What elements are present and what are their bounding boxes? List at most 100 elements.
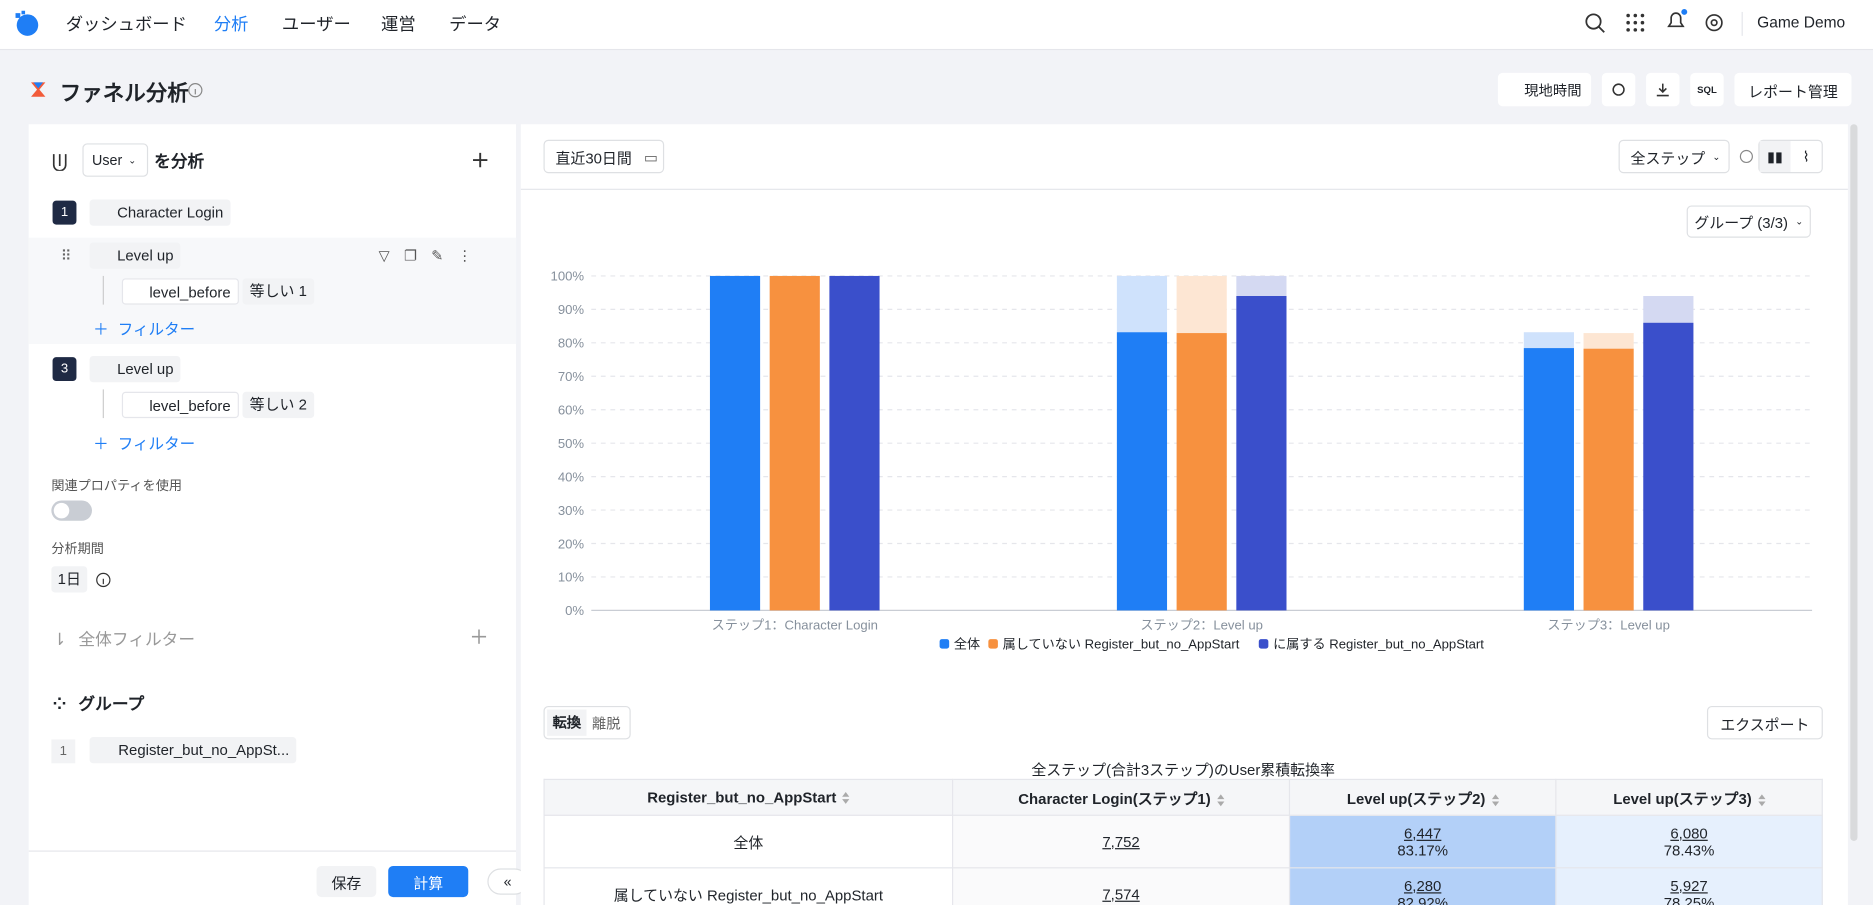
nav-item[interactable]: データ <box>449 15 502 35</box>
date-label: 直近30日間 <box>555 149 632 167</box>
account-name[interactable]: Game Demo <box>1757 13 1846 32</box>
step-select-label: 全ステップ <box>1630 149 1706 167</box>
refresh-button[interactable] <box>1601 72 1636 107</box>
group-select-label: グループ (3/3) <box>1694 215 1789 232</box>
add-global-filter[interactable] <box>471 629 487 644</box>
drag-handle[interactable]: ⠿ <box>60 247 72 264</box>
step-actions[interactable]: ▽❐✎⋮ <box>378 247 487 264</box>
count-link[interactable]: 6,080 <box>1670 824 1708 842</box>
nav-item[interactable]: 分析 <box>213 15 249 35</box>
add-filter[interactable]: ＋ フィルター <box>93 320 196 339</box>
legend-swatch <box>1258 639 1269 649</box>
export-button[interactable]: エクスポート <box>1706 705 1823 740</box>
header-label: Register_but_no_AppStart <box>647 788 837 806</box>
sort-icon[interactable] <box>1757 794 1765 806</box>
funnel-chart: 0% 10% 20% 30% 40% 50% 60% 70% 80% 90% 100% ステップ1：C… <box>551 269 1813 652</box>
y-tick-label: 70% <box>558 369 585 384</box>
view-tabs: 転換 離脱 <box>543 705 631 740</box>
add-filter[interactable]: ＋ フィルター <box>93 434 196 453</box>
step-event[interactable]: Level up <box>89 355 181 383</box>
dropoff-bar <box>1583 333 1634 349</box>
operator: 等しい <box>249 396 295 414</box>
rate: 78.25% <box>1663 894 1715 905</box>
group-title-label: グループ <box>78 694 145 714</box>
bell-icon[interactable] <box>1664 7 1690 33</box>
rate: 83.17% <box>1397 841 1449 859</box>
bar <box>1643 322 1694 611</box>
count-link[interactable]: 7,752 <box>1102 833 1140 850</box>
group-cell: 全体 <box>543 814 954 869</box>
bar <box>1523 348 1574 611</box>
download-button[interactable] <box>1646 72 1680 107</box>
add-filter-label: フィルター <box>117 320 196 339</box>
filter-operator[interactable]: 等しい 1 <box>242 278 315 305</box>
count-link[interactable]: 7,574 <box>1102 885 1140 903</box>
group-select[interactable]: グループ (3/3) ⌄ <box>1686 205 1811 238</box>
count-link[interactable]: 6,447 <box>1403 824 1442 842</box>
y-tick-label: 40% <box>558 469 585 484</box>
legend-swatch <box>939 639 950 649</box>
save-button[interactable]: 保存 <box>316 866 377 898</box>
sort-icon[interactable] <box>1216 794 1224 806</box>
chart-switch: ▮▮ ⌇ <box>1758 139 1823 174</box>
table-row: 全体 7,752 6,447 83.17% 6,080 78.43% <box>543 814 1823 869</box>
count-cell: 7,574 <box>952 867 1291 905</box>
global-filter[interactable]: ⇂ 全体フィルター <box>52 629 196 649</box>
sort-icon[interactable] <box>1491 794 1499 806</box>
dropoff-bar <box>1116 275 1168 333</box>
dropoff-bar <box>1236 275 1287 297</box>
local-time-button[interactable]: 現地時間 <box>1497 72 1592 107</box>
bar-view[interactable]: ▮▮ <box>1759 140 1791 173</box>
scrollbar <box>1850 124 1858 841</box>
date-range[interactable]: 直近30日間 ▭ <box>543 139 665 174</box>
info-icon <box>1739 149 1753 164</box>
report-button[interactable]: レポート管理 <box>1734 72 1852 107</box>
nav-item[interactable]: 運営 <box>381 15 416 35</box>
legend-label: に属する Register_but_no_AppStart <box>1273 637 1484 652</box>
bar <box>1116 332 1168 611</box>
dropoff-bar <box>1523 332 1574 349</box>
tab[interactable]: 離脱 <box>591 714 621 732</box>
filter-operator[interactable]: 等しい 2 <box>242 391 315 419</box>
bar <box>829 275 880 611</box>
line-view[interactable]: ⌇ <box>1802 148 1810 165</box>
settings-icon[interactable] <box>1703 12 1725 34</box>
toggle[interactable] <box>51 500 92 521</box>
sql-button[interactable]: SQL <box>1690 72 1724 107</box>
y-tick-label: 100% <box>551 269 585 284</box>
calculate-button[interactable]: 計算 <box>388 866 469 898</box>
y-tick-label: 0% <box>565 603 584 618</box>
group-item[interactable]: Register_but_no_AppSt... <box>89 737 297 764</box>
step-number: 3 <box>52 357 77 382</box>
logo <box>15 10 39 36</box>
y-tick-label: 60% <box>558 402 585 417</box>
header-label: Level up(ステップ2) <box>1346 790 1486 808</box>
tab[interactable]: 転換 <box>547 709 587 736</box>
apps-icon[interactable] <box>1625 12 1647 34</box>
filter-property[interactable]: level_before <box>121 278 240 305</box>
add-step-icon[interactable] <box>472 152 489 169</box>
y-tick-label: 10% <box>558 570 585 585</box>
table-row: 属していない Register_but_no_AppStart 7,574 6,28… <box>543 867 1823 905</box>
step-event[interactable]: Level up <box>89 242 181 269</box>
search-icon[interactable] <box>1584 12 1608 36</box>
nav-item[interactable]: ユーザー <box>281 15 351 35</box>
filter-property[interactable]: level_before <box>121 391 240 419</box>
period-value[interactable]: 1日 <box>51 566 88 593</box>
step-event[interactable]: Character Login <box>89 199 231 226</box>
related-property-label: 関連プロパティを使用 <box>51 479 182 494</box>
entity-select[interactable]: User ⌄ <box>82 143 149 177</box>
count-cell: 7,752 <box>952 814 1291 869</box>
legend-swatch <box>988 639 998 649</box>
conversion-cell: 6,447 83.17% <box>1288 814 1557 869</box>
nav-item[interactable]: ダッシュボード <box>65 15 187 35</box>
count-link[interactable]: 5,927 <box>1670 877 1708 895</box>
funnel-icon <box>31 82 46 97</box>
step-select[interactable]: 全ステップ ⌄ <box>1618 139 1730 174</box>
sort-icon[interactable] <box>842 792 850 805</box>
add-filter-label: フィルター <box>117 434 196 453</box>
analyze-icon <box>52 154 67 171</box>
count-link[interactable]: 6,280 <box>1403 877 1442 895</box>
